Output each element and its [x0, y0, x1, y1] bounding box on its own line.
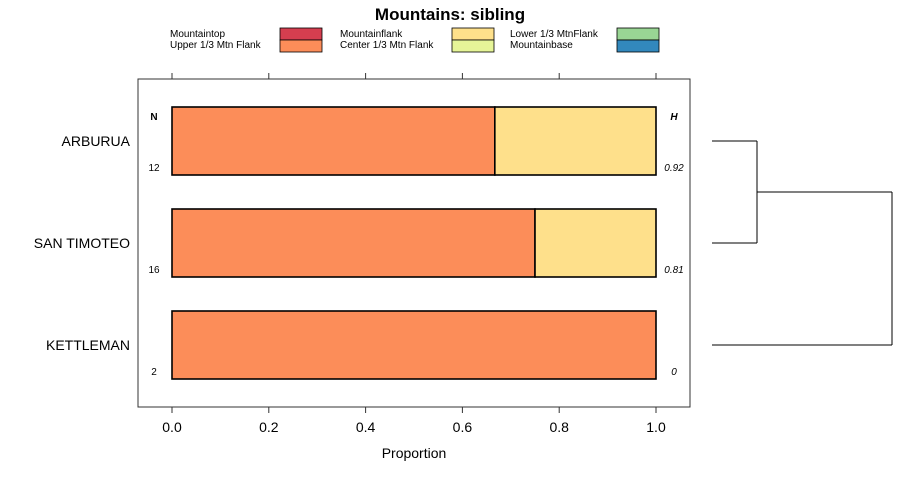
n-header: N [150, 112, 157, 123]
h-value-kettleman: 0 [671, 367, 677, 378]
bar-kettleman-upper-1-3-mtn-flank [171, 310, 657, 380]
legend-label-mountaintop: Mountaintop [170, 29, 225, 40]
bar-arburua-mountainflank [494, 106, 657, 176]
x-tick-label: 0.0 [162, 419, 182, 435]
chart-title: Mountains: sibling [375, 5, 525, 24]
n-value-san-timoteo: 16 [148, 265, 160, 276]
legend-label-mountainbase: Mountainbase [510, 40, 573, 51]
x-tick-label: 0.8 [549, 419, 569, 435]
legend-swatch-lower-1-3-mtnflank [616, 27, 660, 41]
legend-swatch-center-1-3-mtn-flank [451, 39, 495, 53]
legend-swatch-mountainflank [451, 27, 495, 41]
legend-label-upper-1-3-mtn-flank: Upper 1/3 Mtn Flank [170, 40, 262, 51]
legend-swatch-upper-1-3-mtn-flank [279, 39, 323, 53]
bar-arburua-upper-1-3-mtn-flank [171, 106, 496, 176]
h-header: H [670, 112, 678, 123]
x-tick-label: 0.4 [356, 419, 376, 435]
legend-label-center-1-3-mtn-flank: Center 1/3 Mtn Flank [340, 40, 434, 51]
dendrogram [712, 140, 893, 346]
x-axis-label: Proportion [382, 445, 447, 461]
category-label-kettleman: KETTLEMAN [46, 337, 130, 353]
bar-san-timoteo-mountainflank [534, 208, 657, 278]
n-value-arburua: 12 [148, 163, 160, 174]
category-label-san-timoteo: SAN TIMOTEO [34, 235, 130, 251]
x-axis: 0.0 0.2 0.4 0.6 0.8 1.0 [162, 73, 666, 435]
x-tick-label: 0.2 [259, 419, 279, 435]
bar-san-timoteo-upper-1-3-mtn-flank [171, 208, 536, 278]
h-value-san-timoteo: 0.81 [664, 265, 683, 276]
x-tick-label: 0.6 [453, 419, 473, 435]
bars-group: ARBURUA 12 0.92 SAN TIMOTEO 16 0.81 KETTLEMAN 2… [34, 106, 684, 380]
n-value-kettleman: 2 [151, 367, 157, 378]
x-tick-label: 1.0 [646, 419, 666, 435]
legend-swatch-mountaintop [279, 27, 323, 41]
legend-label-lower-1-3-mtnflank: Lower 1/3 MtnFlank [510, 29, 599, 40]
legend-swatch-mountainbase [616, 39, 660, 53]
legend-label-mountainflank: Mountainflank [340, 29, 403, 40]
h-value-arburua: 0.92 [664, 163, 684, 174]
category-label-arburua: ARBURUA [62, 133, 131, 149]
plot-frame [137, 78, 691, 408]
